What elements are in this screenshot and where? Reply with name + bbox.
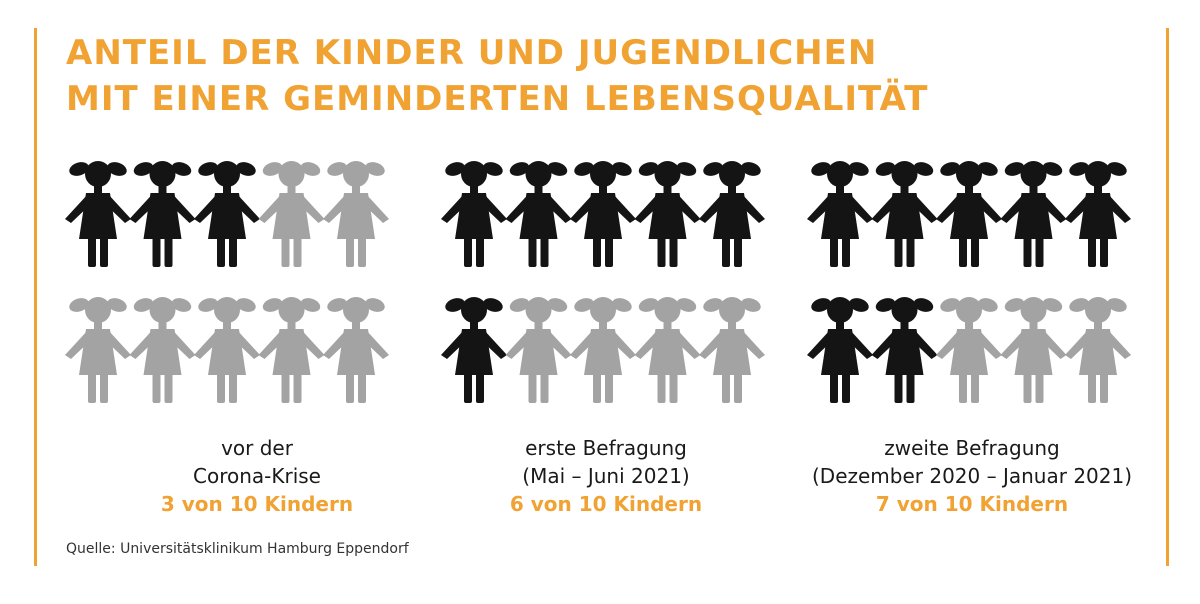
- group-1-label-line-1: vor der: [221, 436, 293, 460]
- group-2-child-icon-1: [441, 161, 507, 267]
- frame-left-line: [34, 28, 37, 566]
- group-3-child-icon-7: [871, 297, 938, 403]
- group-1-child-icon-3: [194, 161, 260, 267]
- group-1-child-icon-1: [65, 161, 131, 267]
- group-3-child-icon-2: [871, 161, 938, 267]
- group-caption-1: vor der Corona-Krise 3 von 10 Kindern: [67, 434, 447, 518]
- group-1-child-icon-6: [65, 297, 131, 403]
- group-3-child-icon-1: [807, 161, 873, 267]
- group-2-child-icon-7: [505, 297, 572, 403]
- group-caption-3: zweite Befragung (Dezember 2020 – Januar…: [782, 434, 1162, 518]
- group-2-child-icon-8: [570, 297, 636, 403]
- group-caption-2: erste Befragung (Mai – Juni 2021) 6 von …: [416, 434, 796, 518]
- group-1-child-icon-4: [258, 161, 325, 267]
- chart-title-line-2: MIT EINER GEMINDERTEN LEBENSQUALITÄT: [66, 79, 929, 119]
- group-2-count-label: 6 von 10 Kindern: [509, 492, 703, 516]
- group-2-child-icon-2: [505, 161, 572, 267]
- group-2-child-icon-3: [570, 161, 636, 267]
- group-3-child-icon-3: [936, 161, 1002, 267]
- frame-right-line: [1166, 28, 1169, 566]
- group-1-label-line-2: Corona-Krise: [193, 464, 321, 488]
- group-1-child-icon-8: [194, 297, 260, 403]
- group-3-child-icon-8: [936, 297, 1002, 403]
- group-3-child-icon-4: [1000, 161, 1067, 267]
- group-2-child-icon-4: [634, 161, 701, 267]
- source-note: Quelle: Universitätsklinikum Hamburg Epp…: [66, 541, 409, 557]
- group-3-count-label: 7 von 10 Kindern: [875, 492, 1069, 516]
- group-3-child-icon-9: [1000, 297, 1067, 403]
- group-2-label-line-1: erste Befragung: [525, 436, 687, 460]
- group-3-label-line-1: zweite Befragung: [884, 436, 1060, 460]
- group-1-child-icon-5: [323, 161, 389, 267]
- group-2-label-line-2: (Mai – Juni 2021): [522, 464, 690, 488]
- group-2-child-icon-10: [699, 297, 765, 403]
- group-1-child-icon-7: [129, 297, 196, 403]
- group-2-child-icon-5: [699, 161, 765, 267]
- chart-title-line-1: ANTEIL DER KINDER UND JUGENDLICHEN: [66, 33, 878, 73]
- group-3-child-icon-6: [807, 297, 873, 403]
- chart-title: ANTEIL DER KINDER UND JUGENDLICHEN MIT E…: [66, 30, 928, 122]
- group-3-child-icon-5: [1065, 161, 1131, 267]
- group-2-child-icon-6: [441, 297, 507, 403]
- group-1-count-label: 3 von 10 Kindern: [160, 492, 354, 516]
- group-2-child-icon-9: [634, 297, 701, 403]
- group-3-child-icon-10: [1065, 297, 1131, 403]
- group-1-child-icon-10: [323, 297, 389, 403]
- group-3-label-line-2: (Dezember 2020 – Januar 2021): [811, 464, 1133, 488]
- group-1-child-icon-9: [258, 297, 325, 403]
- group-1-child-icon-2: [129, 161, 196, 267]
